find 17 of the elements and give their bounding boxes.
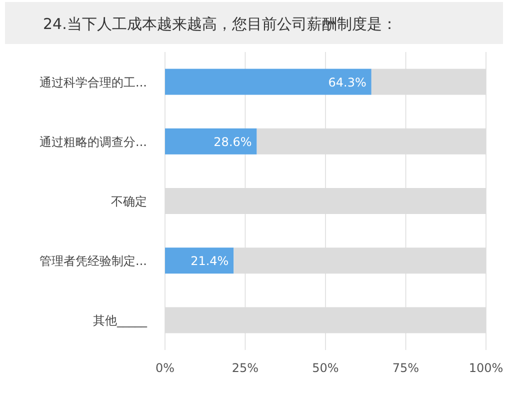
- x-tick-label: 0%: [155, 361, 175, 375]
- x-tick-label: 50%: [312, 361, 339, 375]
- y-tick-label: 其他_____: [93, 314, 148, 328]
- y-tick-label: 通过粗略的调查分...: [40, 134, 147, 149]
- x-tick-label: 25%: [232, 361, 259, 375]
- data-label: 64.3%: [328, 75, 366, 90]
- y-tick-label: 通过科学合理的工...: [40, 75, 147, 90]
- x-tick-label: 75%: [392, 361, 420, 375]
- data-label: 28.6%: [214, 134, 252, 149]
- bar: [165, 248, 234, 274]
- chart-title: 24.当下人工成本越来越高，您目前公司薪酬制度是：: [43, 15, 397, 33]
- y-tick-label: 不确定: [111, 194, 147, 208]
- x-tick-label: 100%: [468, 361, 504, 375]
- bar: [165, 68, 372, 95]
- data-label: 21.4%: [190, 254, 229, 268]
- bar: [165, 128, 257, 154]
- y-tick-label: 管理者凭经验制定...: [40, 254, 147, 268]
